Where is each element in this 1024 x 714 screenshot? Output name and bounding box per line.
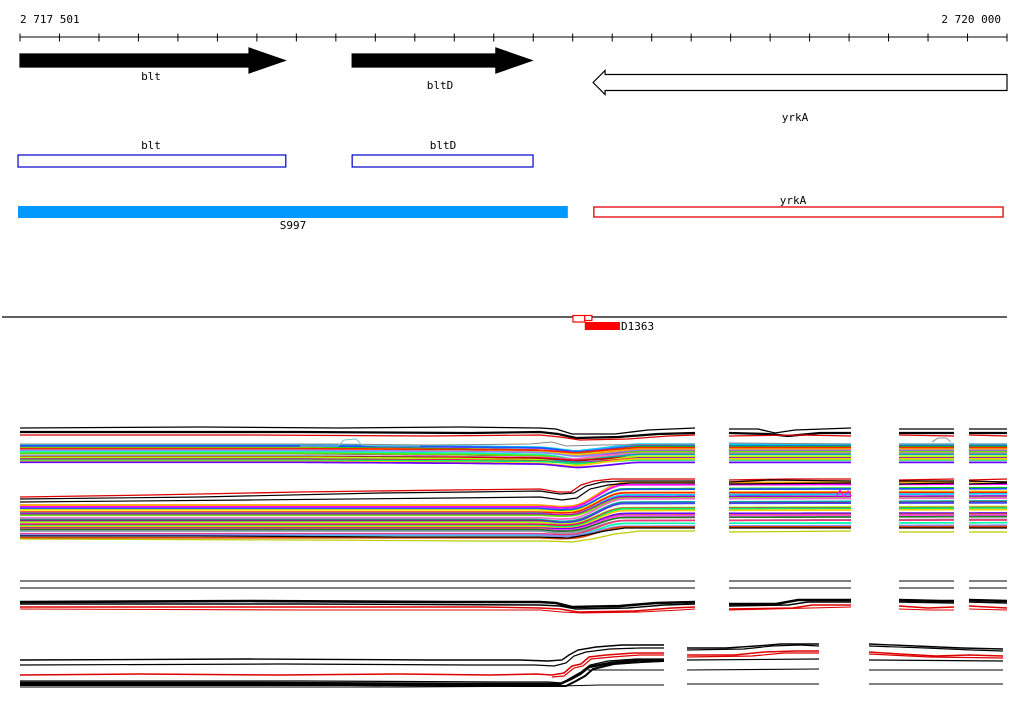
segment-label-yrkA: yrkA [779,194,807,207]
box-label-blt: blt [141,139,161,152]
feature-label-D1363: D1363 [621,320,655,333]
gene-box-blt[interactable] [17,154,287,168]
gene-label-yrkA: yrkA [781,111,809,124]
profile-group-4 [19,643,1004,688]
profile-group-2 [19,478,1008,543]
segment-label-S997: S997 [279,219,307,232]
segment-yrkA-seg[interactable] [593,206,1004,218]
gene-arrow-yrkA[interactable] [592,69,1008,96]
feature-outline-D1363[interactable] [572,314,586,323]
gene-label-blt: blt [141,70,161,83]
segment-S997[interactable] [18,206,568,218]
feature-outline-D1363[interactable] [584,314,593,322]
profile-group-3 [19,580,1008,614]
box-label-bltD: bltD [429,139,457,152]
genome-ruler [19,33,1008,42]
gene-arrow-blt[interactable] [19,47,287,74]
ruler-end-label: 2 720 000 [941,13,1001,26]
gene-arrow-bltD[interactable] [351,47,534,74]
profile-group-1 [19,426,1008,469]
gene-box-bltD[interactable] [351,154,534,168]
gene-label-bltD: bltD [426,79,454,92]
feature-bar-D1363[interactable] [584,322,620,330]
ruler-start-label: 2 717 501 [20,13,80,26]
